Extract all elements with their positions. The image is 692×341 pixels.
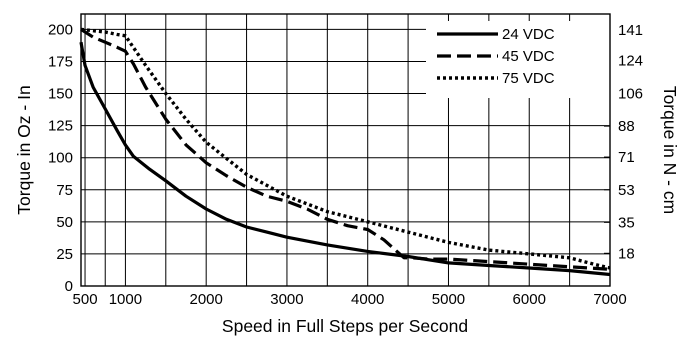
y-axis-title: Torque in Oz - In (14, 85, 34, 214)
y2-tick-label: 71 (618, 149, 635, 166)
series-line-24-vdc (79, 41, 611, 277)
y-tick-label: 50 (56, 214, 73, 231)
legend-label: 45 VDC (502, 48, 555, 65)
x-tick-label: 4000 (351, 291, 384, 308)
y-tick-label: 75 (56, 182, 73, 199)
y-tick-label: 25 (56, 246, 73, 263)
y2-tick-label: 35 (618, 214, 635, 231)
series-line-75-vdc (80, 27, 611, 270)
y-tick-label: 175 (48, 53, 73, 70)
plot-frame (80, 13, 611, 287)
y2-tick-label: 53 (618, 182, 635, 199)
y2-tick-label: 88 (618, 118, 635, 135)
x-tick-label: 2000 (189, 291, 222, 308)
series-lines (79, 27, 611, 277)
legend-label: 24 VDC (502, 26, 555, 43)
y-tick-label: 200 (48, 21, 73, 38)
y2-tick-label: 124 (618, 53, 643, 70)
x-tick-label: 7000 (593, 291, 626, 308)
x-tick-label: 500 (73, 291, 98, 308)
legend-label: 75 VDC (502, 70, 555, 87)
y2-tick-label: 106 (618, 85, 643, 102)
y-tick-label: 125 (48, 118, 73, 135)
y2-axis-title: Torque in N - cm (660, 86, 680, 214)
x-tick-label: 3000 (270, 291, 303, 308)
y-tick-label: 100 (48, 150, 73, 167)
y-tick-label: 0 (65, 278, 73, 295)
tick-labels: 500 1000 2000 3000 4000 5000 6000 7000 0 25 50 75 10… (48, 21, 643, 308)
x-tick-label: 1000 (109, 291, 142, 308)
x-axis-title: Speed in Full Steps per Second (222, 316, 468, 336)
y2-tick-label: 141 (618, 22, 643, 39)
y2-tick-label: 18 (618, 245, 635, 262)
y-tick-label: 150 (48, 86, 73, 103)
legend: 24 VDC 45 VDC 75 VDC (426, 21, 612, 98)
x-tick-label: 5000 (432, 291, 465, 308)
x-tick-label: 6000 (513, 291, 546, 308)
series-line-45-vdc (80, 28, 611, 271)
